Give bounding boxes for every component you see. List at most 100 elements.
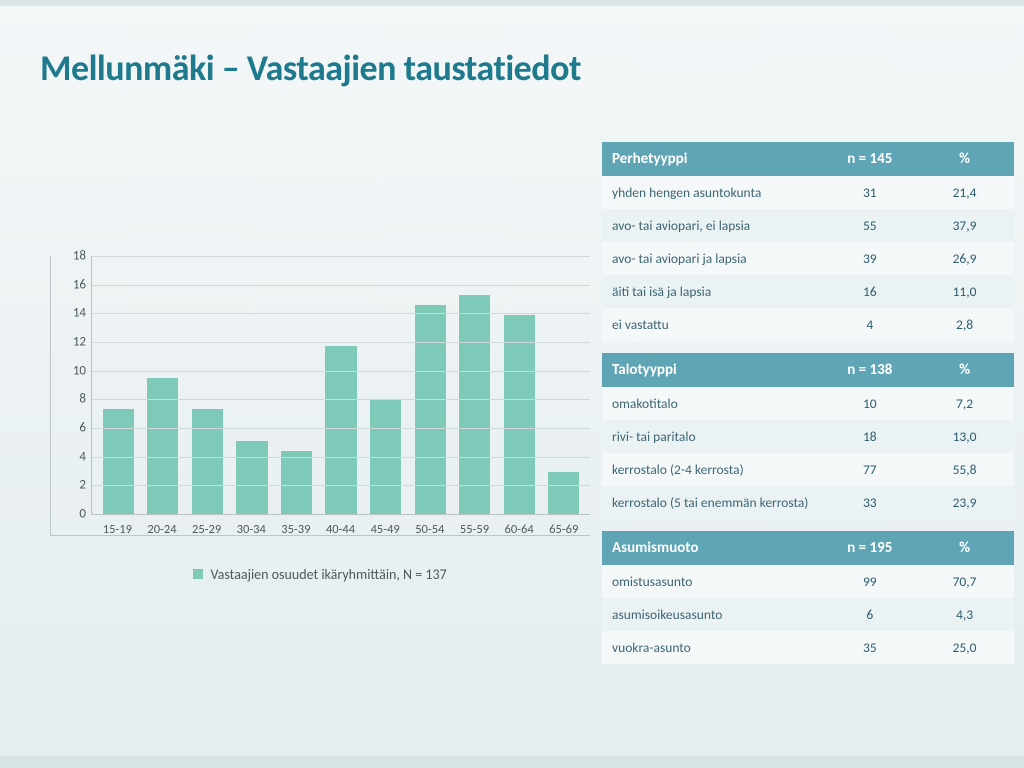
y-tick: 6 <box>60 421 86 436</box>
cell-label: äiti tai isä ja lapsia <box>602 275 824 308</box>
cell-label: rivi- tai paritalo <box>602 420 824 453</box>
bars <box>92 256 590 514</box>
cell-n: 31 <box>824 176 915 209</box>
table-header-cell: n = 138 <box>824 353 915 387</box>
cell-pct: 11,0 <box>915 275 1014 308</box>
y-tick: 4 <box>60 449 86 464</box>
table-row: ei vastattu42,8 <box>602 308 1014 341</box>
gridline <box>92 399 590 400</box>
chart-plot: 024681012141618 <box>91 256 590 515</box>
chart-legend: Vastaajien osuudet ikäryhmittäin, N = 13… <box>50 566 590 583</box>
table-header-cell: Perhetyyppi <box>602 142 824 176</box>
bar-slot <box>408 256 453 514</box>
cell-label: avo- tai aviopari ja lapsia <box>602 242 824 275</box>
y-tick: 0 <box>60 507 86 522</box>
x-tick-label: 40-44 <box>318 522 363 537</box>
cell-label: omistusasunto <box>602 565 824 598</box>
cell-n: 39 <box>824 242 915 275</box>
bar-slot <box>274 256 319 514</box>
bar <box>415 305 446 514</box>
bar <box>459 295 490 514</box>
table-row: vuokra-asunto3525,0 <box>602 631 1014 664</box>
bar <box>281 451 312 514</box>
gridline <box>92 342 590 343</box>
table-header-cell: % <box>915 353 1014 387</box>
cell-n: 77 <box>824 453 915 486</box>
y-tick: 16 <box>60 277 86 292</box>
page-title: Mellunmäki – Vastaajien taustatiedot <box>40 46 984 90</box>
data-table: Perhetyyppin = 145%yhden hengen asuntoku… <box>602 142 1014 341</box>
tables-column: Perhetyyppin = 145%yhden hengen asuntoku… <box>602 142 1014 664</box>
table-header-cell: Asumismuoto <box>602 531 824 565</box>
cell-pct: 26,9 <box>915 242 1014 275</box>
bar-slot <box>230 256 275 514</box>
gridline <box>92 428 590 429</box>
chart-area: 024681012141618 15-1920-2425-2930-3435-3… <box>50 256 590 536</box>
y-tick: 18 <box>60 249 86 264</box>
table-row: kerrostalo (2-4 kerrosta)7755,8 <box>602 453 1014 486</box>
bar <box>192 409 223 514</box>
cell-n: 33 <box>824 486 915 519</box>
bar-slot <box>319 256 364 514</box>
x-tick-label: 45-49 <box>363 522 408 537</box>
bar <box>548 472 579 514</box>
gridline <box>92 256 590 257</box>
legend-label: Vastaajien osuudet ikäryhmittäin, N = 13… <box>210 566 446 583</box>
y-tick: 12 <box>60 335 86 350</box>
data-table: Asumismuoton = 195%omistusasunto9970,7as… <box>602 531 1014 664</box>
gridline <box>92 285 590 286</box>
x-tick-label: 15-19 <box>95 522 140 537</box>
table-header-cell: Talotyyppi <box>602 353 824 387</box>
data-table: Talotyyppin = 138%omakotitalo107,2rivi- … <box>602 353 1014 519</box>
bar <box>147 378 178 514</box>
bar-slot <box>141 256 186 514</box>
cell-label: avo- tai aviopari, ei lapsia <box>602 209 824 242</box>
table-row: äiti tai isä ja lapsia1611,0 <box>602 275 1014 308</box>
gridline <box>92 313 590 314</box>
cell-n: 6 <box>824 598 915 631</box>
x-axis-labels: 15-1920-2425-2930-3435-3940-4445-4950-54… <box>91 522 590 537</box>
table-row: omakotitalo107,2 <box>602 387 1014 420</box>
gridline <box>92 485 590 486</box>
cell-pct: 2,8 <box>915 308 1014 341</box>
cell-pct: 4,3 <box>915 598 1014 631</box>
bar-slot <box>497 256 542 514</box>
age-histogram: 024681012141618 15-1920-2425-2930-3435-3… <box>50 256 590 583</box>
x-tick-label: 55-59 <box>452 522 497 537</box>
table-row: avo- tai aviopari ja lapsia3926,9 <box>602 242 1014 275</box>
cell-pct: 7,2 <box>915 387 1014 420</box>
table-row: kerrostalo (5 tai enemmän kerrosta)3323,… <box>602 486 1014 519</box>
table-row: omistusasunto9970,7 <box>602 565 1014 598</box>
gridline <box>92 371 590 372</box>
table-header-cell: % <box>915 142 1014 176</box>
cell-label: kerrostalo (5 tai enemmän kerrosta) <box>602 486 824 519</box>
bar <box>504 315 535 514</box>
x-tick-label: 60-64 <box>497 522 542 537</box>
y-tick: 14 <box>60 306 86 321</box>
y-tick: 2 <box>60 478 86 493</box>
cell-pct: 21,4 <box>915 176 1014 209</box>
x-tick-label: 35-39 <box>274 522 319 537</box>
table-row: yhden hengen asuntokunta3121,4 <box>602 176 1014 209</box>
cell-n: 35 <box>824 631 915 664</box>
table-row: asumisoikeusasunto64,3 <box>602 598 1014 631</box>
cell-pct: 70,7 <box>915 565 1014 598</box>
cell-n: 10 <box>824 387 915 420</box>
cell-pct: 13,0 <box>915 420 1014 453</box>
legend-swatch <box>193 569 203 579</box>
cell-label: omakotitalo <box>602 387 824 420</box>
x-tick-label: 20-24 <box>140 522 185 537</box>
x-tick-label: 65-69 <box>541 522 586 537</box>
cell-label: ei vastattu <box>602 308 824 341</box>
y-tick: 8 <box>60 392 86 407</box>
cell-pct: 55,8 <box>915 453 1014 486</box>
table-row: avo- tai aviopari, ei lapsia5537,9 <box>602 209 1014 242</box>
cell-pct: 23,9 <box>915 486 1014 519</box>
cell-pct: 25,0 <box>915 631 1014 664</box>
gridline <box>92 457 590 458</box>
bar-slot <box>452 256 497 514</box>
cell-n: 18 <box>824 420 915 453</box>
x-tick-label: 50-54 <box>407 522 452 537</box>
bar <box>103 409 134 514</box>
table-header-cell: n = 195 <box>824 531 915 565</box>
